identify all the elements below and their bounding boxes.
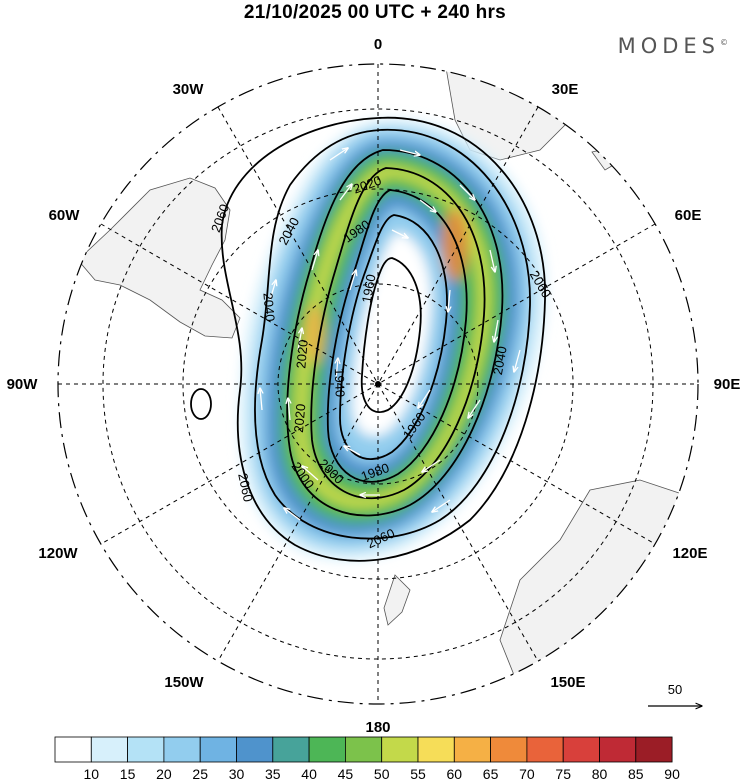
colorbar-tick-label: 35 — [265, 766, 281, 782]
lon-label-180: 180 — [365, 719, 390, 736]
contour-label: 2060 — [235, 472, 256, 503]
brand-logo: MODES© — [618, 34, 728, 58]
map-title: 21/10/2025 00 UTC + 240 hrs — [243, 2, 507, 23]
lon-label-150e: 150E — [550, 674, 585, 691]
colorbar-tick-label: 55 — [410, 766, 426, 782]
colorbar-swatch — [635, 736, 673, 763]
colorbar-swatch — [54, 736, 92, 763]
colorbar-swatch — [308, 736, 346, 763]
longitude-labels: 0 30E 60E 90E 120E 150E 180 150W 120W 90… — [7, 36, 741, 736]
colorbar-swatch — [490, 736, 528, 763]
map-boundary — [57, 63, 699, 705]
colorbar-swatch — [599, 736, 637, 763]
new-zealand-land — [383, 574, 411, 626]
lon-label-90w: 90W — [7, 376, 39, 393]
colorbar-tick-label: 30 — [229, 766, 245, 782]
colorbar-swatch — [272, 736, 310, 763]
reference-vector: 50 — [648, 682, 702, 706]
colorbar-tick-label: 60 — [447, 766, 463, 782]
contour-label: 1960 — [359, 273, 379, 304]
colorbar-swatch — [199, 736, 237, 763]
colorbar-swatch — [236, 736, 274, 763]
lon-label-150w: 150W — [164, 674, 204, 691]
contour-label: 1940 — [332, 368, 348, 397]
colorbar-tick-label: 50 — [374, 766, 390, 782]
lon-label-60w: 60W — [49, 207, 81, 224]
reference-vector-label: 50 — [668, 682, 682, 697]
wind-vectors — [260, 148, 521, 521]
colorbar-swatch — [127, 736, 165, 763]
colorbar-swatch — [562, 736, 600, 763]
copyright-mark: © — [720, 38, 728, 47]
contour-label: 2020 — [291, 403, 308, 433]
contour-2060-closed — [190, 388, 212, 420]
colorbar-tick-label: 10 — [84, 766, 100, 782]
colorbar-tick-label: 25 — [192, 766, 208, 782]
colorbar-tick-label: 65 — [483, 766, 499, 782]
colorbar-swatch — [453, 736, 491, 763]
contour-label: 2040 — [260, 292, 277, 322]
island-land — [591, 147, 623, 171]
lon-label-120w: 120W — [38, 545, 78, 562]
colorbar-tick-label: 40 — [301, 766, 317, 782]
colorbar-swatch — [344, 736, 383, 763]
colorbar-tick-label: 80 — [592, 766, 608, 782]
colorbar-tick-label: 70 — [519, 766, 535, 782]
colorbar-swatch — [381, 736, 419, 763]
lon-label-30w: 30W — [173, 81, 205, 98]
colorbar-tick-label: 75 — [555, 766, 571, 782]
colorbar-swatch — [417, 736, 455, 763]
colorbar-swatch — [90, 736, 129, 763]
colorbar-tick-label: 45 — [338, 766, 354, 782]
colorbar-swatch — [163, 736, 201, 763]
contour-label: 2040 — [490, 345, 510, 376]
contour-2060 — [220, 116, 546, 562]
contour-2020 — [286, 149, 504, 517]
colorbar-tick-label: 20 — [156, 766, 172, 782]
lon-label-0: 0 — [374, 36, 382, 53]
lon-label-60e: 60E — [675, 207, 702, 224]
contour-label: 2020 — [293, 339, 310, 369]
brand-name: MODES — [617, 34, 720, 58]
lon-label-90e: 90E — [714, 376, 741, 393]
colorbar: 10 15 20 25 30 35 40 45 50 55 60 65 70 75 80 85 90 — [54, 736, 680, 782]
contour-2040 — [254, 129, 531, 540]
pole-marker — [375, 381, 381, 387]
contour-1960 — [339, 214, 448, 460]
colorbar-tick-label: 85 — [628, 766, 644, 782]
colorbar-tick-label: 15 — [120, 766, 136, 782]
lon-label-120e: 120E — [672, 545, 707, 562]
colorbar-swatch — [526, 736, 564, 763]
height-contours — [190, 116, 546, 562]
australia-land — [499, 479, 698, 701]
lon-label-30e: 30E — [552, 81, 579, 98]
contour-1940 — [360, 257, 422, 413]
colorbar-tick-label: 90 — [664, 766, 680, 782]
